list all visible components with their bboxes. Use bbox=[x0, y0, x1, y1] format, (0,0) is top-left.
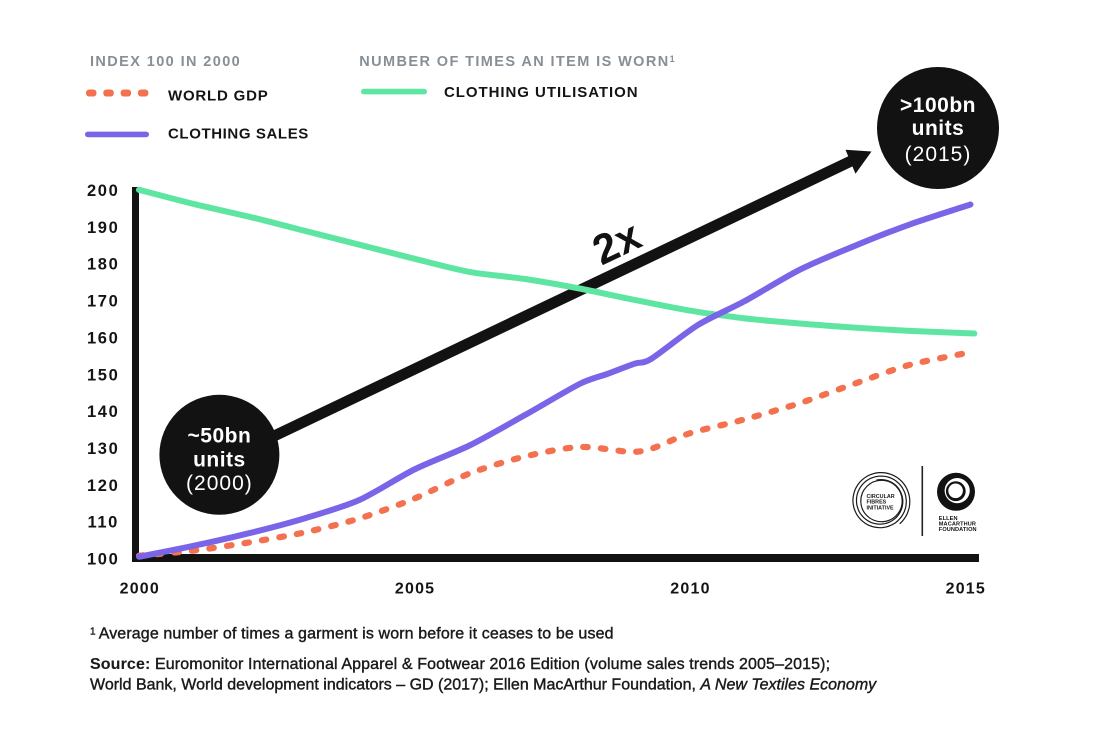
svg-text:110: 110 bbox=[87, 514, 118, 532]
svg-text:(2015): (2015) bbox=[905, 143, 972, 166]
svg-text:150: 150 bbox=[87, 366, 119, 384]
svg-text:160: 160 bbox=[87, 329, 119, 347]
svg-text:~50bn: ~50bn bbox=[188, 425, 252, 448]
svg-text:2005: 2005 bbox=[395, 581, 435, 598]
svg-text:WORLD GDP: WORLD GDP bbox=[168, 87, 269, 104]
svg-text:190: 190 bbox=[87, 219, 119, 237]
svg-text:ELLEN: ELLEN bbox=[939, 516, 958, 522]
svg-text:120: 120 bbox=[87, 477, 119, 495]
svg-text:130: 130 bbox=[87, 440, 119, 458]
svg-text:>100bn: >100bn bbox=[900, 94, 976, 117]
svg-text:INITIATIVE: INITIATIVE bbox=[867, 505, 895, 511]
svg-text:CLOTHING SALES: CLOTHING SALES bbox=[168, 125, 309, 142]
svg-text:180: 180 bbox=[87, 256, 119, 274]
svg-text:units: units bbox=[912, 117, 965, 140]
svg-text:(2000): (2000) bbox=[186, 472, 253, 495]
svg-text:Source: Euromonitor Internatio: Source: Euromonitor International Appare… bbox=[90, 656, 830, 673]
svg-text:CLOTHING UTILISATION: CLOTHING UTILISATION bbox=[444, 84, 639, 101]
svg-text:2010: 2010 bbox=[670, 581, 710, 598]
svg-text:World Bank, World development: World Bank, World development indicators… bbox=[90, 677, 877, 694]
svg-text:NUMBER OF TIMES AN ITEM IS WOR: NUMBER OF TIMES AN ITEM IS WORN1 bbox=[359, 54, 676, 70]
svg-text:2015: 2015 bbox=[946, 581, 986, 598]
svg-text:140: 140 bbox=[87, 403, 119, 421]
svg-text:170: 170 bbox=[87, 293, 119, 311]
svg-text:MACARTHUR: MACARTHUR bbox=[939, 521, 976, 527]
svg-text:INDEX 100 IN 2000: INDEX 100 IN 2000 bbox=[90, 54, 241, 70]
svg-text:100: 100 bbox=[87, 551, 119, 569]
svg-text:FIBRES: FIBRES bbox=[867, 500, 887, 506]
svg-text:FOUNDATION: FOUNDATION bbox=[939, 527, 977, 533]
svg-text:units: units bbox=[193, 448, 246, 471]
svg-text:CIRCULAR: CIRCULAR bbox=[867, 494, 895, 500]
svg-text:200: 200 bbox=[87, 182, 119, 200]
svg-text:2000: 2000 bbox=[120, 581, 160, 598]
